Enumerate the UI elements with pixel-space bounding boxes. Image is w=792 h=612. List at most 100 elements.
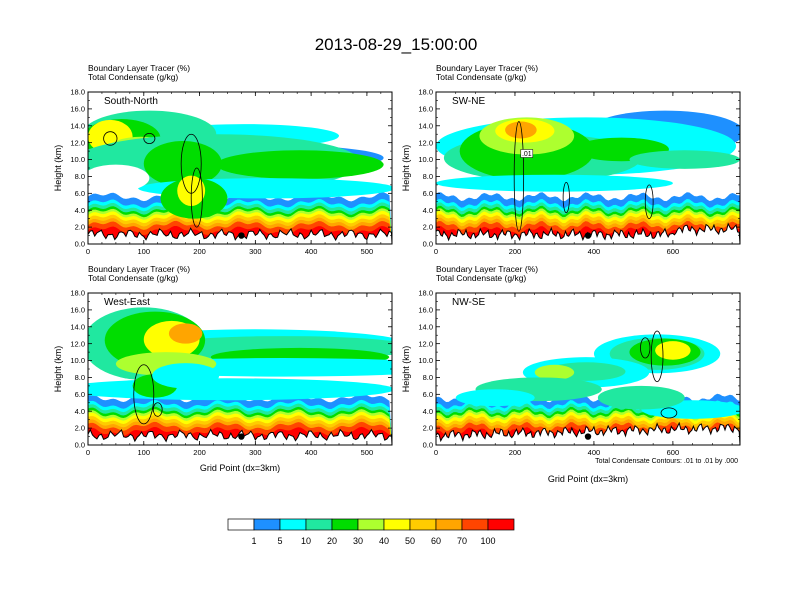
colorbar-swatch [331,518,359,531]
y-tick-label: 14.0 [418,121,433,130]
y-tick-label: 2.0 [75,223,85,232]
colorbar-swatch [279,518,307,531]
y-tick-label: 8.0 [423,172,433,181]
x-tick-label: 600 [667,247,680,256]
y-tick-label: 4.0 [75,206,85,215]
tracer-plume [534,364,575,380]
location-marker [238,433,245,440]
colorbar-swatch [357,518,385,531]
y-tick-label: 16.0 [418,305,433,314]
y-tick-label: 2.0 [423,223,433,232]
colorbar-label: 20 [327,536,337,546]
panel-sw-ne: Boundary Layer Tracer (%) Total Condensa… [401,63,741,256]
colorbar-label: 60 [431,536,441,546]
condensate-contour [190,167,203,228]
x-tick-label: 200 [193,247,206,256]
contour-label-box [520,149,534,158]
y-tick-label: 10.0 [70,356,85,365]
colorbar-swatch [461,518,489,531]
x-tick-label: 400 [305,448,318,457]
y-tick-label: 8.0 [75,373,85,382]
tracer-plume [455,389,535,407]
y-tick-label: 10.0 [418,155,433,164]
y-tick-label: 6.0 [423,390,433,399]
tracer-plume [597,385,685,410]
y-tick-label: 6.0 [75,189,85,198]
panel-label: SW-NE [452,96,485,107]
tracer-plume [143,140,222,187]
y-tick-label: 2.0 [423,424,433,433]
y-axis-label: Height (km) [401,346,411,393]
colorbar-swatch [253,518,281,531]
y-tick-label: 14.0 [70,322,85,331]
panel-title-line2: Total Condensate (g/kg) [88,72,178,82]
x-tick-label: 200 [193,448,206,457]
panel-title-line1: Boundary Layer Tracer (%) [436,63,538,73]
y-tick-label: 16.0 [418,104,433,113]
y-tick-label: 0.0 [75,441,85,450]
tracer-plume [629,150,740,169]
colorbar-swatch [305,518,333,531]
x-tick-label: 100 [138,247,151,256]
condensate-contour [562,181,570,214]
condensate-contour [103,131,118,146]
colorbar-label: 50 [405,536,415,546]
y-tick-label: 16.0 [70,104,85,113]
colorbar-swatch [409,518,437,531]
condensate-contour [152,402,163,417]
panel-south-north: Boundary Layer Tracer (%) Total Condensa… [53,63,393,256]
contour-label: .01 [522,151,532,158]
location-marker [584,232,592,239]
y-tick-label: 10.0 [70,155,85,164]
y-tick-label: 0.0 [423,441,433,450]
y-tick-label: 18.0 [70,289,85,298]
y-axis-label: Height (km) [53,346,63,393]
tracer-field [436,293,740,445]
y-tick-label: 4.0 [423,407,433,416]
x-tick-label: 200 [509,247,522,256]
x-tick-label: 500 [361,448,374,457]
condensate-contour [513,121,525,232]
tracer-plume [216,150,384,179]
figure-title: 2013-08-29_15:00:00 [315,35,478,54]
y-tick-label: 18.0 [70,88,85,97]
x-tick-label: 400 [305,247,318,256]
tracer-plume [436,174,673,192]
y-axis-label: Height (km) [401,145,411,192]
y-tick-label: 12.0 [70,339,85,348]
contour-footnote: Total Condensate Contours: .01 to .01 by… [595,458,738,465]
x-tick-label: 400 [588,448,601,457]
y-tick-label: 4.0 [423,206,433,215]
x-tick-label: 0 [86,247,90,256]
condensate-contour [133,364,155,425]
y-axis-label: Height (km) [53,145,63,192]
condensate-contour [644,184,654,220]
panel-title-line2: Total Condensate (g/kg) [436,72,526,82]
condensate-contour [650,330,664,383]
y-tick-label: 8.0 [423,373,433,382]
x-tick-label: 100 [138,448,151,457]
panel-west-east: Boundary Layer Tracer (%) Total Condensa… [53,264,393,473]
panel-title-line2: Total Condensate (g/kg) [436,273,526,283]
colorbar-label: 100 [480,536,495,546]
x-tick-label: 0 [86,448,90,457]
panel-title-line1: Boundary Layer Tracer (%) [88,63,190,73]
y-tick-label: 12.0 [70,138,85,147]
y-tick-label: 14.0 [418,322,433,331]
colorbar-label: 40 [379,536,389,546]
condensate-contour [660,407,678,419]
panel-label: West-East [104,297,150,308]
x-tick-label: 200 [509,448,522,457]
y-tick-label: 0.0 [75,240,85,249]
tracer-plume [168,323,203,344]
colorbar-swatch [227,518,255,531]
y-tick-label: 16.0 [70,305,85,314]
x-axis-label: Grid Point (dx=3km) [200,463,280,473]
colorbar-swatch [435,518,463,531]
colorbar-label: 70 [457,536,467,546]
tracer-field [88,293,392,445]
x-tick-label: 600 [667,448,680,457]
x-tick-label: 300 [249,247,262,256]
y-tick-label: 12.0 [418,339,433,348]
